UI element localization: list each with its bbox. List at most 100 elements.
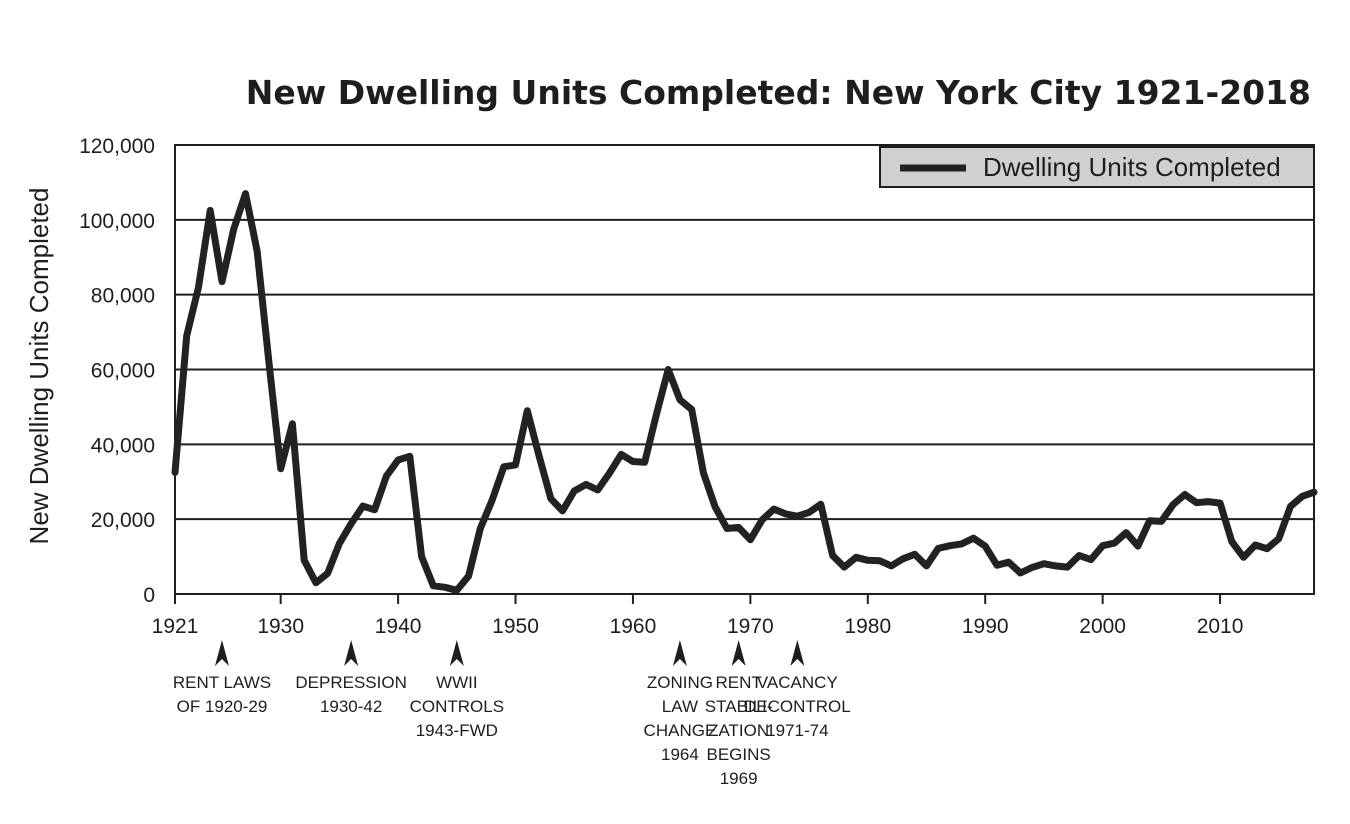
data-point — [362, 505, 364, 507]
data-point — [949, 545, 951, 547]
data-point — [197, 286, 199, 288]
data-point — [738, 526, 740, 528]
data-point — [561, 510, 563, 512]
gridlines — [175, 218, 1314, 521]
data-point — [926, 565, 928, 567]
arrow-icon — [344, 640, 359, 666]
data-point — [843, 566, 845, 568]
data-point — [702, 472, 704, 474]
annotation-text: ZATION — [708, 721, 769, 740]
data-point — [832, 554, 834, 556]
data-point — [385, 475, 387, 477]
annotation: RENT STABILI- ZATION BEGINS 1969 — [705, 640, 773, 788]
data-point — [1254, 544, 1256, 546]
data-point — [655, 413, 657, 415]
annotation-text: CHANGE — [644, 721, 717, 740]
y-tick-label: 80,000 — [91, 285, 155, 308]
data-point — [303, 559, 305, 561]
data-point — [503, 466, 505, 468]
data-point — [785, 513, 787, 515]
plot-frame — [174, 144, 1315, 595]
data-point — [1278, 538, 1280, 540]
data-point — [890, 565, 892, 567]
annotation-text: OF 1920-29 — [177, 697, 268, 716]
x-tick-label: 1960 — [610, 615, 657, 638]
data-point — [914, 553, 916, 555]
data-point — [338, 542, 340, 544]
legend: Dwelling Units Completed — [879, 146, 1315, 188]
data-point — [174, 471, 176, 473]
data-point — [620, 453, 622, 455]
y-tick-label: 100,000 — [79, 210, 155, 233]
arrow-icon — [672, 640, 687, 666]
data-point — [726, 528, 728, 530]
data-point — [984, 545, 986, 547]
annotation-text: CONTROLS — [410, 697, 504, 716]
data-point — [972, 537, 974, 539]
x-tick-label: 1990 — [962, 615, 1009, 638]
data-point — [291, 423, 293, 425]
data-point — [1243, 556, 1245, 558]
annotation: ZONING LAW CHANGE 1964 — [644, 640, 717, 764]
data-point — [268, 361, 270, 363]
annotation: RENT LAWS OF 1920-29 — [173, 640, 271, 716]
data-point — [186, 335, 188, 337]
data-point — [867, 559, 869, 561]
data-point — [667, 369, 669, 371]
y-tick-label: 120,000 — [79, 135, 155, 158]
annotation-text: 1964 — [661, 745, 699, 764]
x-tick-label: 1950 — [492, 615, 539, 638]
y-axis-ticks: 0 20,000 40,000 60,000 80,000 100,000 120,000 — [79, 135, 155, 607]
data-point — [1219, 502, 1221, 504]
data-point — [444, 586, 446, 588]
data-point — [1172, 504, 1174, 506]
data-point — [1290, 505, 1292, 507]
x-tick-label: 1970 — [727, 615, 774, 638]
data-point — [608, 472, 610, 474]
data-point — [879, 560, 881, 562]
data-point — [773, 508, 775, 510]
data-point — [515, 464, 517, 466]
data-point — [1137, 545, 1139, 547]
annotation-text: BEGINS — [707, 745, 771, 764]
annotation-text: 1943-FWD — [416, 721, 498, 740]
data-point — [937, 547, 939, 549]
arrow-icon — [790, 640, 805, 666]
data-point — [644, 461, 646, 463]
annotation-text: DEPRESSION — [295, 673, 406, 692]
data-point — [808, 511, 810, 513]
data-point — [1043, 563, 1045, 565]
plot-border — [174, 144, 1315, 595]
data-point — [456, 589, 458, 591]
data-point — [526, 410, 528, 412]
data-point — [1102, 545, 1104, 547]
legend-label: Dwelling Units Completed — [983, 152, 1281, 182]
annotation: WWII CONTROLS 1943-FWD — [410, 640, 504, 740]
data-point — [350, 523, 352, 525]
data-point — [209, 209, 211, 211]
arrow-icon — [449, 640, 464, 666]
data-point — [691, 409, 693, 411]
y-tick-label: 40,000 — [91, 434, 155, 457]
data-point — [550, 498, 552, 500]
annotation-text: STABILI- — [705, 697, 773, 716]
data-point — [1231, 541, 1233, 543]
data-point — [1184, 493, 1186, 495]
data-point — [1301, 495, 1303, 497]
annotation-text: ZONING — [647, 673, 713, 692]
data-point — [1160, 520, 1162, 522]
data-point — [632, 461, 634, 463]
data-point — [1149, 520, 1151, 522]
data-point — [961, 543, 963, 545]
annotation-text: 1969 — [720, 769, 758, 788]
data-point — [1031, 566, 1033, 568]
x-tick-label: 1980 — [844, 615, 891, 638]
y-tick-label: 0 — [143, 584, 155, 607]
data-point — [280, 468, 282, 470]
arrow-icon — [731, 640, 746, 666]
y-axis-label: New Dwelling Units Completed — [24, 188, 54, 545]
data-point — [1090, 559, 1092, 561]
data-point — [749, 539, 751, 541]
